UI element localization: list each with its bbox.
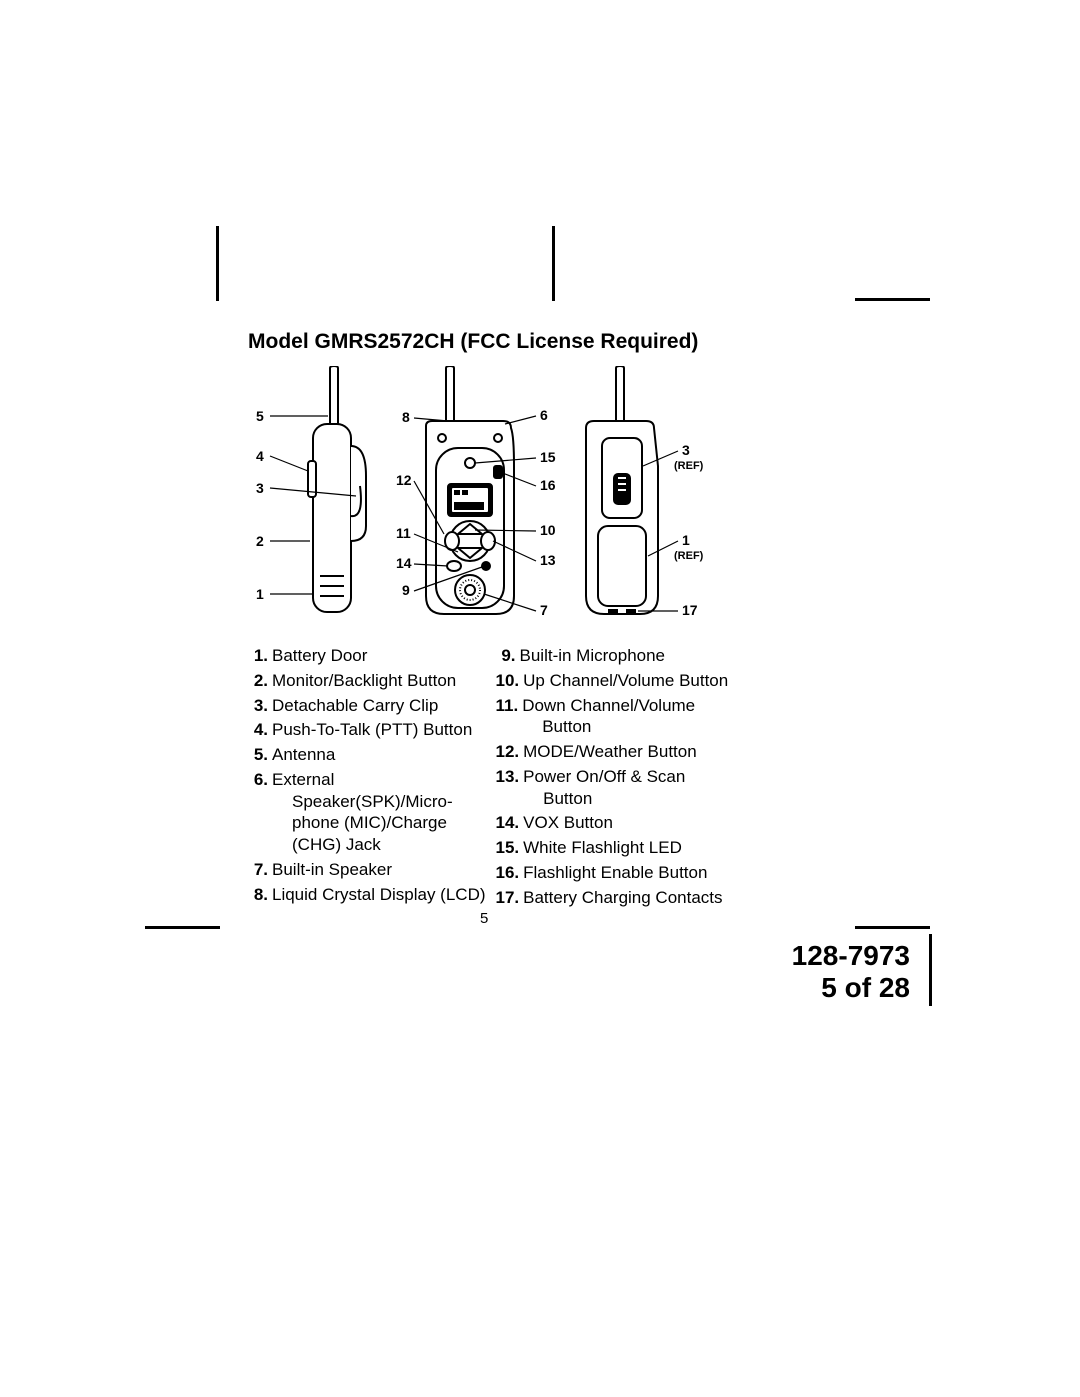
list-item: 4.Push-To-Talk (PTT) Button: [248, 719, 486, 741]
svg-text:17: 17: [682, 602, 698, 618]
device-diagram: 5 4 3 2 1: [248, 366, 733, 631]
svg-text:11: 11: [396, 525, 411, 541]
svg-text:(REF): (REF): [674, 460, 704, 472]
list-item: 2.Monitor/Backlight Button: [248, 670, 486, 692]
list-item: 9.Built-in Microphone: [496, 645, 734, 667]
parts-list-left: 1.Battery Door 2.Monitor/Backlight Butto…: [248, 645, 486, 911]
svg-text:12: 12: [396, 472, 412, 488]
svg-text:9: 9: [402, 582, 410, 598]
svg-text:2: 2: [256, 533, 264, 549]
list-item: 14.VOX Button: [496, 812, 734, 834]
crop-mark: [855, 298, 930, 301]
footer-rule: [929, 934, 932, 1006]
document-footer: 128-7973 5 of 28: [792, 940, 910, 1004]
svg-text:1: 1: [256, 586, 264, 602]
crop-mark: [855, 926, 930, 929]
svg-text:14: 14: [396, 555, 412, 571]
list-item: 7.Built-in Speaker: [248, 859, 486, 881]
crop-mark: [216, 226, 219, 301]
svg-text:(REF): (REF): [674, 550, 704, 562]
page-number: 5: [480, 910, 488, 927]
list-item: 10.Up Channel/Volume Button: [496, 670, 734, 692]
list-item: 13.Power On/Off & Scan Button: [496, 766, 734, 810]
page-content: Model GMRS2572CH (FCC License Required): [248, 330, 733, 911]
crop-mark: [145, 926, 220, 929]
parts-list-right: 9.Built-in Microphone 10.Up Channel/Volu…: [496, 645, 734, 911]
parts-list: 1.Battery Door 2.Monitor/Backlight Butto…: [248, 645, 733, 911]
list-item: 17.Battery Charging Contacts: [496, 887, 734, 909]
list-item: 12.MODE/Weather Button: [496, 741, 734, 763]
crop-mark: [552, 226, 555, 301]
svg-text:10: 10: [540, 522, 556, 538]
svg-text:1: 1: [682, 532, 690, 548]
svg-text:13: 13: [540, 552, 556, 568]
svg-text:6: 6: [540, 407, 548, 423]
list-item: 6.External Speaker(SPK)/Micro­phone (MIC…: [248, 769, 486, 856]
list-item: 5.Antenna: [248, 744, 486, 766]
svg-text:7: 7: [540, 602, 548, 618]
list-item: 3.Detachable Carry Clip: [248, 695, 486, 717]
svg-text:15: 15: [540, 449, 556, 465]
page-of-total: 5 of 28: [792, 972, 910, 1004]
list-item: 15.White Flashlight LED: [496, 837, 734, 859]
document-number: 128-7973: [792, 940, 910, 972]
svg-text:16: 16: [540, 477, 556, 493]
list-item: 11.Down Channel/Volume Button: [496, 695, 734, 739]
svg-text:5: 5: [256, 408, 264, 424]
svg-text:4: 4: [256, 448, 264, 464]
list-item: 1.Battery Door: [248, 645, 486, 667]
list-item: 16.Flashlight Enable Button: [496, 862, 734, 884]
svg-text:8: 8: [402, 409, 410, 425]
list-item: 8.Liquid Crystal Display (LCD): [248, 884, 486, 906]
svg-text:3: 3: [256, 480, 264, 496]
page-title: Model GMRS2572CH (FCC License Required): [248, 330, 733, 354]
svg-text:3: 3: [682, 442, 690, 458]
